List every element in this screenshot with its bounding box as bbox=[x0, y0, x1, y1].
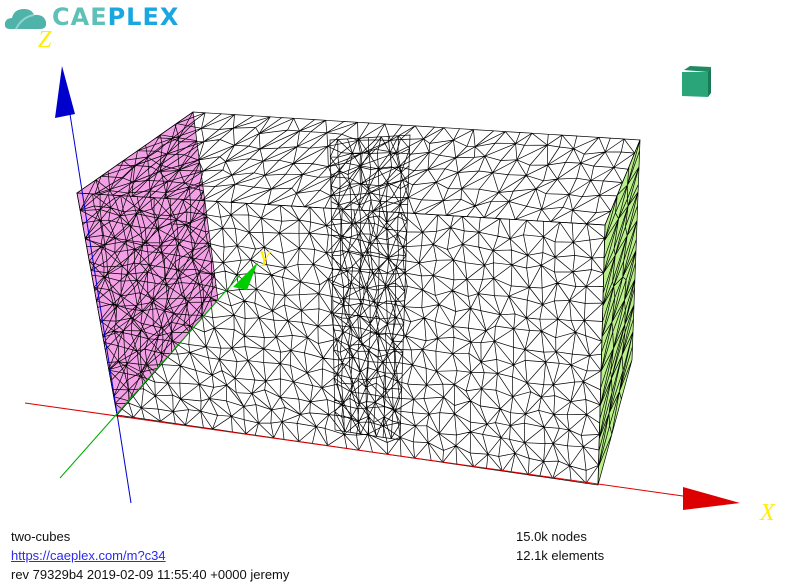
model-link[interactable]: https://caeplex.com/m?c34 bbox=[11, 548, 166, 563]
mesh-top-face bbox=[75, 111, 641, 226]
mesh-wireframe bbox=[75, 111, 641, 486]
mesh-right-face bbox=[597, 139, 641, 486]
y-axis-label: Y bbox=[258, 246, 273, 271]
mesh-left-face bbox=[76, 111, 219, 416]
y-axis-arrow bbox=[233, 262, 258, 290]
z-axis bbox=[55, 66, 132, 504]
element-count: 12.1k elements bbox=[516, 548, 605, 563]
mesh-stats: 15.0k nodes 12.1k elements bbox=[516, 527, 604, 565]
logo-text-plex: PLEX bbox=[107, 3, 180, 31]
y-axis bbox=[59, 262, 258, 479]
cloud-icon bbox=[4, 9, 47, 30]
view-cube-button[interactable] bbox=[680, 64, 712, 98]
x-axis-arrow bbox=[683, 487, 740, 510]
mesh-front-face bbox=[76, 192, 606, 486]
x-axis-label: X bbox=[759, 500, 776, 526]
logo-text-cae: CAE bbox=[52, 3, 108, 31]
caeplex-logo[interactable]: CAEPLEX bbox=[4, 3, 179, 31]
z-axis-arrow bbox=[55, 66, 75, 118]
model-info: two-cubes https://caeplex.com/m?c34 rev … bbox=[11, 527, 289, 584]
x-axis bbox=[24, 402, 740, 510]
z-axis-label: Z bbox=[38, 27, 52, 53]
revision-info: rev 79329b4 2019-02-09 11:55:40 +0000 je… bbox=[11, 567, 290, 582]
mesh-interface-face bbox=[329, 134, 411, 441]
node-count: 15.0k nodes bbox=[516, 529, 587, 544]
model-name: two-cubes bbox=[11, 529, 71, 544]
view-cube-icon bbox=[682, 66, 711, 97]
